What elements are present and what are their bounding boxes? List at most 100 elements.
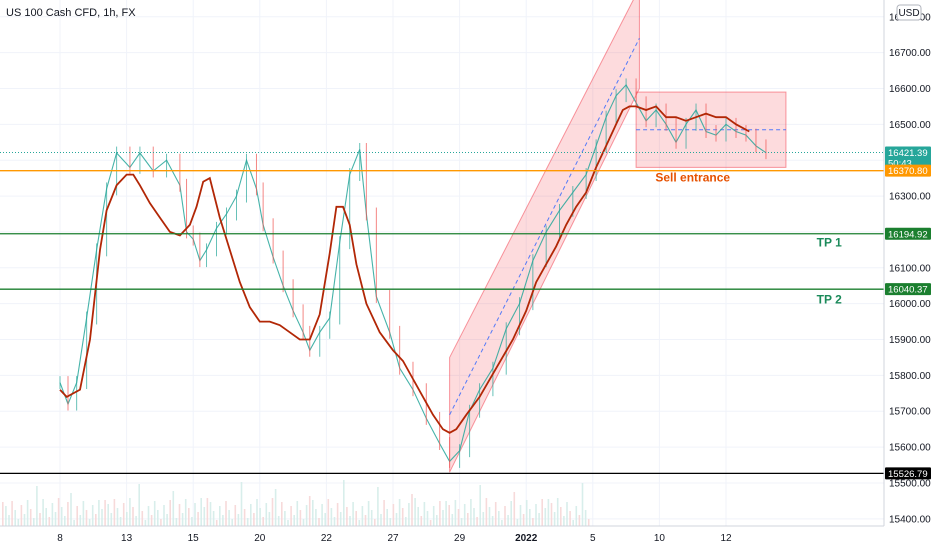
annotation-label: Sell entrance xyxy=(655,171,730,185)
volume-bar xyxy=(225,501,227,526)
volume-bar xyxy=(135,516,137,526)
volume-bar xyxy=(439,501,441,526)
volume-bar xyxy=(355,511,357,526)
volume-bar xyxy=(85,510,88,526)
volume-bar xyxy=(563,516,565,526)
y-tick-label: 15400.00 xyxy=(889,514,931,525)
volume-bar xyxy=(240,482,243,526)
volume-bar xyxy=(587,519,590,526)
volume-bar xyxy=(73,520,75,526)
y-tick-label: 16600.00 xyxy=(889,84,931,95)
volume-bar xyxy=(144,520,147,526)
volume-bar xyxy=(352,502,354,526)
volume-bar xyxy=(2,502,4,526)
volume-bar xyxy=(243,509,246,526)
volume-bar xyxy=(33,518,35,526)
volume-bar xyxy=(395,513,398,526)
horizontal-lines xyxy=(0,152,884,475)
volume-bar xyxy=(398,499,401,526)
price-tag xyxy=(885,146,931,169)
volume-bar xyxy=(432,506,435,526)
volume-bar xyxy=(553,512,556,526)
volume-bar xyxy=(110,513,113,526)
volume-bar xyxy=(20,505,23,526)
volume-bar xyxy=(262,517,264,526)
volume-bar xyxy=(42,499,44,526)
price-tag xyxy=(885,467,931,480)
volume-bar xyxy=(429,520,432,526)
volume-bar xyxy=(126,512,128,526)
currency-badge[interactable]: USD xyxy=(896,4,922,21)
x-tick-label: 2022 xyxy=(515,533,538,544)
volume-bar xyxy=(82,501,85,526)
volume-bar xyxy=(141,511,144,526)
volume-bar xyxy=(259,508,261,526)
price-tag xyxy=(885,283,931,296)
volume-bar xyxy=(519,505,522,526)
volume-bar xyxy=(370,510,373,526)
chart-title: US 100 Cash CFD, 1h, FX xyxy=(6,7,136,19)
volume-bar xyxy=(333,517,336,526)
volume-bar xyxy=(380,514,382,526)
volume-bar xyxy=(163,505,165,526)
x-tick-label: 8 xyxy=(57,533,63,544)
volume-bar xyxy=(271,498,274,526)
volume-bar xyxy=(222,515,224,526)
y-tick-label: 15800.00 xyxy=(889,371,931,382)
volume-bar xyxy=(535,504,537,526)
y-tick-label: 16700.00 xyxy=(889,48,931,59)
y-tick-label: 16300.00 xyxy=(889,192,931,203)
volume-bar xyxy=(228,510,230,526)
volume-bar xyxy=(556,498,559,526)
volume-bar xyxy=(538,513,540,526)
volume-bar xyxy=(383,500,385,526)
volume-bar xyxy=(482,512,485,526)
volume-bar xyxy=(48,517,51,526)
price-tag xyxy=(885,164,931,177)
volume-bar xyxy=(54,512,57,526)
y-tick-label: 15900.00 xyxy=(889,335,931,346)
price-tag-label: 16421.39 xyxy=(888,148,928,159)
price-tag-label: 16370.80 xyxy=(888,166,928,177)
volume-bar xyxy=(423,502,426,526)
price-tag-label: 15526.79 xyxy=(888,469,928,480)
volume-bar xyxy=(104,500,106,526)
volume-bar xyxy=(98,500,100,526)
volume-bar xyxy=(445,501,447,526)
volume-bar xyxy=(349,516,351,526)
volume-bar xyxy=(473,508,475,526)
volume-bar xyxy=(119,517,122,526)
volume-bar xyxy=(550,503,553,526)
volume-bar xyxy=(88,519,91,526)
grid xyxy=(0,0,884,526)
y-tick-label: 15700.00 xyxy=(889,407,931,418)
volume-bar xyxy=(79,515,82,526)
volume-bar xyxy=(250,504,252,526)
volume-bar xyxy=(575,506,578,526)
volume-bar xyxy=(467,513,469,526)
volume-bar xyxy=(479,485,481,526)
volume-bar xyxy=(578,515,581,526)
volume-bar xyxy=(581,483,584,526)
volume-bar xyxy=(470,499,472,526)
volume-bar xyxy=(485,498,488,526)
volume-bar xyxy=(572,520,574,526)
volume-bar xyxy=(147,506,150,526)
volume-bar xyxy=(451,514,454,526)
volume-bar xyxy=(76,506,78,526)
volume-bar xyxy=(494,502,497,526)
volume-bar xyxy=(516,519,519,526)
volume-bar xyxy=(17,519,20,526)
volume-bar xyxy=(501,520,503,526)
volume-bar xyxy=(219,506,221,526)
volume-bar xyxy=(312,500,314,526)
volume-bar xyxy=(436,515,438,526)
volume-bar xyxy=(39,513,41,526)
volume-bar xyxy=(281,502,283,526)
volume-bar xyxy=(209,502,212,526)
volume-bar xyxy=(5,506,7,526)
volume-bar xyxy=(510,501,512,526)
volume-bars xyxy=(2,480,590,526)
